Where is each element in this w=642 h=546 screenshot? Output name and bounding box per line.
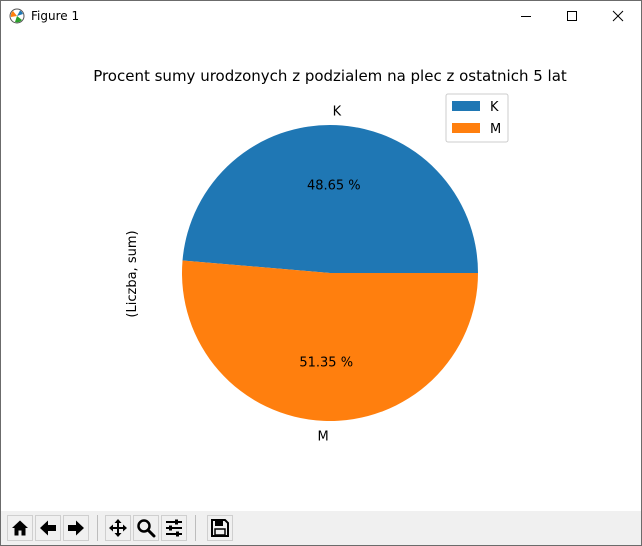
maximize-button[interactable] [549, 1, 595, 31]
legend-swatch-k [452, 101, 480, 111]
legend-label-k: K [490, 100, 499, 115]
close-button[interactable] [595, 1, 641, 31]
pie-slice-k [182, 124, 478, 273]
pie-category-label-m: M [317, 430, 328, 445]
legend: K M [445, 93, 509, 143]
pan-button[interactable] [105, 515, 131, 541]
zoom-button[interactable] [133, 515, 159, 541]
minimize-button[interactable] [503, 1, 549, 31]
pie-slices: 48.65 % K 51.35 % M [182, 104, 478, 445]
home-icon [12, 520, 28, 536]
configure-subplots-button[interactable] [161, 515, 187, 541]
minimize-icon [521, 16, 531, 17]
title-bar[interactable]: Figure 1 [1, 1, 641, 31]
pie-value-label-k: 48.65 % [307, 178, 361, 193]
arrow-left-icon [40, 520, 56, 536]
matplotlib-icon [9, 8, 25, 24]
figure-canvas[interactable]: Procent sumy urodzonych z podzialem na p… [1, 31, 641, 511]
legend-swatch-m [452, 123, 480, 133]
back-button[interactable] [35, 515, 61, 541]
floppy-disk-icon [211, 519, 229, 537]
pie-chart: Procent sumy urodzonych z podzialem na p… [93, 67, 567, 445]
chart-ylabel: (Liczba, sum) [125, 230, 140, 317]
chart-title: Procent sumy urodzonych z podzialem na p… [93, 67, 567, 85]
magnifier-icon [137, 519, 156, 538]
sliders-icon [166, 519, 182, 537]
navigation-toolbar [1, 511, 641, 545]
maximize-icon [567, 11, 577, 21]
arrow-right-icon [68, 520, 84, 536]
home-button[interactable] [7, 515, 33, 541]
toolbar-separator [195, 515, 196, 541]
pie-value-label-m: 51.35 % [299, 356, 353, 371]
close-icon [612, 10, 624, 22]
forward-button[interactable] [63, 515, 89, 541]
window-title: Figure 1 [31, 9, 80, 23]
legend-label-m: M [490, 122, 501, 137]
pie-category-label-k: K [333, 104, 342, 119]
pie-slice-m [182, 260, 478, 421]
toolbar-separator [97, 515, 98, 541]
save-button[interactable] [207, 515, 233, 541]
move-icon [109, 519, 127, 537]
